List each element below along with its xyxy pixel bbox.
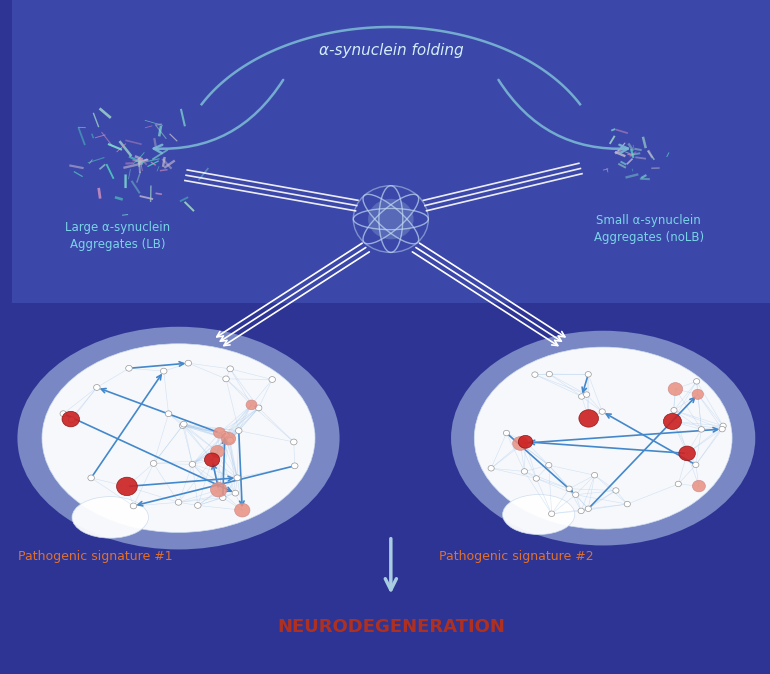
Circle shape [195, 503, 201, 508]
Circle shape [513, 437, 528, 450]
Circle shape [534, 476, 540, 481]
Circle shape [566, 486, 572, 491]
Ellipse shape [42, 344, 315, 532]
Circle shape [62, 411, 79, 427]
Circle shape [546, 462, 552, 468]
Circle shape [185, 360, 192, 366]
Circle shape [578, 394, 584, 399]
Text: Large α-synuclein
Aggregates (LB): Large α-synuclein Aggregates (LB) [65, 221, 170, 251]
FancyArrowPatch shape [154, 80, 283, 153]
Circle shape [126, 365, 132, 371]
Circle shape [235, 503, 250, 517]
Circle shape [166, 411, 172, 417]
Circle shape [160, 368, 167, 374]
Circle shape [599, 409, 605, 415]
Ellipse shape [72, 497, 149, 538]
Text: Small α-synuclein
Aggregates (noLB): Small α-synuclein Aggregates (noLB) [594, 214, 704, 244]
Circle shape [532, 372, 538, 377]
Ellipse shape [503, 495, 575, 534]
Circle shape [679, 446, 695, 461]
Circle shape [518, 435, 533, 448]
Circle shape [675, 481, 681, 487]
Circle shape [692, 481, 705, 492]
Circle shape [180, 421, 187, 427]
Circle shape [246, 400, 257, 410]
Circle shape [234, 475, 240, 481]
Circle shape [269, 377, 276, 382]
Circle shape [227, 366, 233, 372]
Circle shape [591, 472, 598, 478]
Ellipse shape [368, 199, 413, 239]
Circle shape [219, 495, 226, 501]
Circle shape [227, 437, 233, 443]
Circle shape [584, 392, 590, 398]
Circle shape [210, 483, 227, 497]
Circle shape [150, 460, 157, 466]
Circle shape [720, 423, 726, 429]
FancyBboxPatch shape [12, 0, 770, 303]
Circle shape [213, 427, 226, 438]
Circle shape [69, 417, 75, 423]
Circle shape [232, 490, 239, 496]
Text: Pathogenic signature #2: Pathogenic signature #2 [439, 549, 593, 563]
Circle shape [504, 430, 510, 436]
Circle shape [585, 371, 591, 377]
Text: NEURODEGENERATION: NEURODEGENERATION [277, 618, 505, 636]
Ellipse shape [18, 327, 340, 549]
Circle shape [694, 379, 700, 384]
Circle shape [290, 439, 297, 445]
Circle shape [671, 408, 677, 413]
Circle shape [613, 488, 619, 493]
Circle shape [719, 427, 725, 432]
Circle shape [211, 446, 224, 458]
Ellipse shape [451, 331, 755, 545]
Circle shape [222, 432, 236, 445]
Text: α-synuclein folding: α-synuclein folding [319, 43, 463, 58]
Circle shape [548, 511, 554, 516]
Circle shape [692, 390, 704, 400]
Circle shape [256, 405, 262, 411]
Circle shape [116, 477, 137, 495]
Circle shape [585, 506, 591, 512]
Ellipse shape [474, 347, 732, 529]
Circle shape [205, 453, 219, 466]
Circle shape [579, 410, 598, 427]
Circle shape [664, 413, 681, 429]
Circle shape [624, 501, 631, 507]
Circle shape [94, 385, 100, 390]
Circle shape [130, 503, 137, 509]
Circle shape [698, 427, 705, 432]
Circle shape [60, 410, 66, 417]
Circle shape [222, 431, 228, 437]
Circle shape [578, 508, 584, 514]
Circle shape [546, 371, 552, 377]
Circle shape [176, 499, 182, 506]
Circle shape [488, 466, 494, 471]
Circle shape [88, 475, 95, 481]
FancyArrowPatch shape [498, 80, 628, 153]
Text: Pathogenic signature #1: Pathogenic signature #1 [18, 549, 172, 563]
Circle shape [668, 383, 683, 396]
Circle shape [179, 423, 186, 429]
Circle shape [521, 468, 527, 474]
Circle shape [189, 462, 196, 467]
Circle shape [236, 428, 242, 433]
Circle shape [291, 463, 298, 468]
Circle shape [573, 492, 579, 497]
Circle shape [223, 432, 229, 438]
Circle shape [223, 376, 229, 381]
Circle shape [693, 462, 699, 468]
